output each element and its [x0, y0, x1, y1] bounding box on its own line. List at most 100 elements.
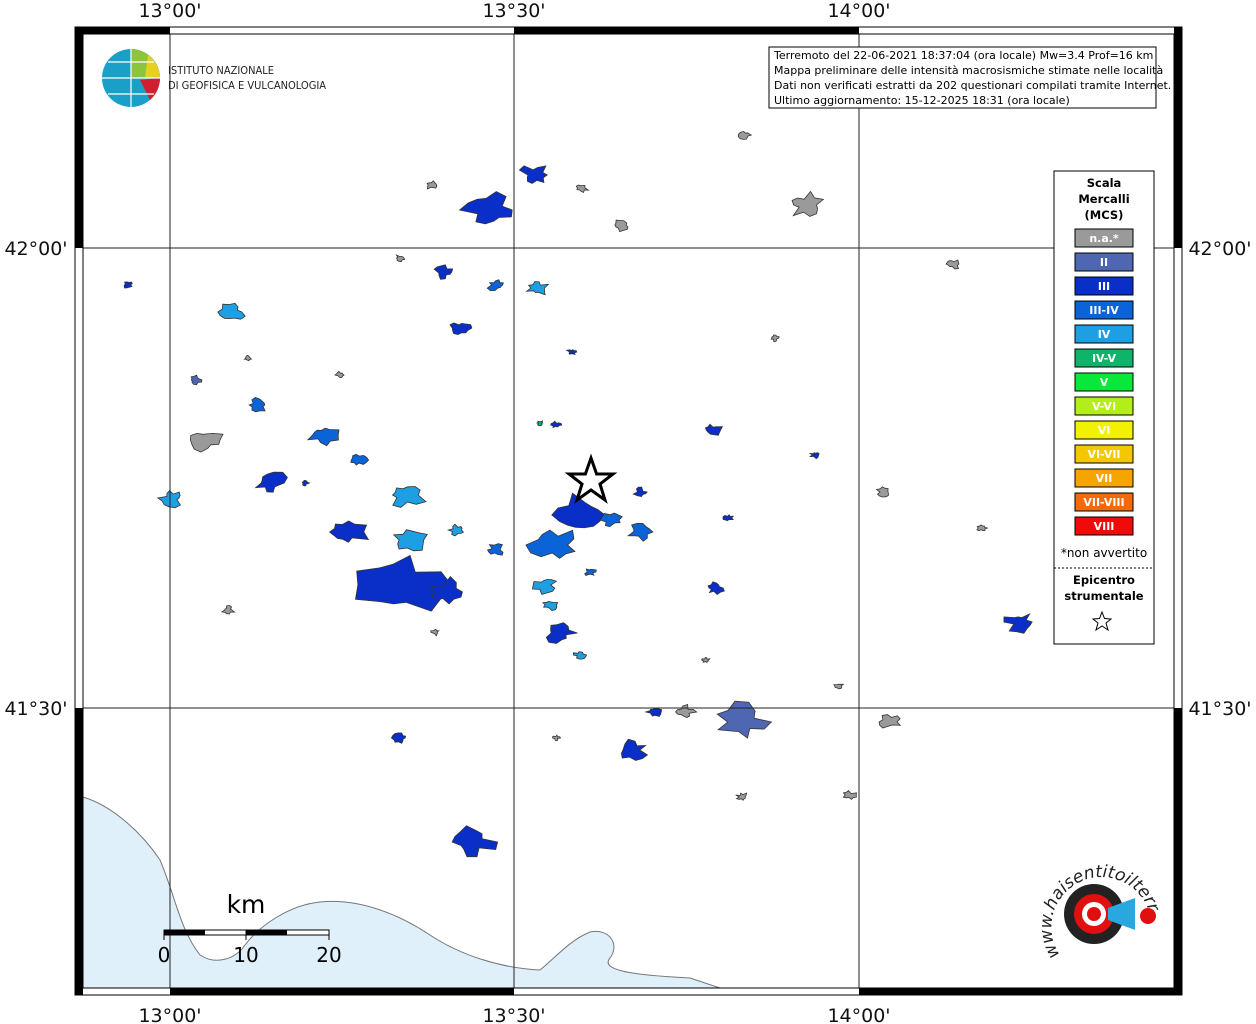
municipality: [426, 180, 438, 190]
legend-swatch: [1074, 468, 1134, 488]
municipality: [217, 302, 246, 320]
municipality: [565, 349, 578, 356]
municipality: [842, 790, 857, 800]
municipality: [550, 420, 563, 429]
lat-label: 41°30': [1188, 698, 1251, 720]
municipality: [584, 568, 597, 576]
municipality: [446, 523, 465, 537]
institute-name: DI GEOFISICA E VULCANOLOGIA: [168, 79, 326, 92]
municipality: [875, 486, 889, 498]
info-line: Ultimo aggiornamento: 15-12-2025 18:31 (…: [774, 94, 1070, 107]
legend-label: III-IV: [1089, 304, 1119, 317]
municipality: [334, 370, 345, 379]
municipality: [704, 423, 724, 436]
legend-swatch: [1074, 300, 1134, 320]
municipality: [190, 374, 203, 386]
municipality: [392, 529, 428, 552]
municipality: [395, 254, 406, 263]
graticule: [83, 34, 1174, 988]
municipality: [1003, 612, 1033, 634]
municipality: [976, 524, 989, 532]
legend-swatch: [1074, 324, 1134, 344]
municipality: [350, 453, 370, 466]
municipality: [301, 479, 311, 487]
municipality: [525, 529, 576, 559]
municipality: [551, 492, 606, 529]
legend-label: II: [1100, 256, 1108, 269]
municipality: [575, 184, 590, 194]
epicenter-label: Epicentro: [1073, 573, 1135, 587]
lat-label: 42°00': [1188, 238, 1251, 260]
municipality: [391, 486, 427, 508]
municipality: [735, 792, 748, 801]
legend-title: Mercalli: [1078, 192, 1129, 206]
info-box: Terremoto del 22-06-2021 18:37:04 (ora l…: [768, 46, 1171, 109]
legend-label: IV: [1098, 328, 1111, 341]
ingv-logo: ISTITUTO NAZIONALE DI GEOFISICA E VULCAN…: [102, 49, 326, 107]
legend-label: V-VI: [1092, 400, 1116, 413]
lat-label: 41°30': [4, 698, 67, 720]
info-line: Terremoto del 22-06-2021 18:37:04 (ora l…: [773, 49, 1153, 62]
legend-swatch: [1074, 372, 1134, 392]
municipality: [486, 279, 504, 292]
municipality: [328, 520, 370, 543]
municipality: [701, 657, 711, 663]
municipality: [429, 575, 463, 605]
municipality: [945, 259, 960, 270]
municipality: [707, 581, 725, 596]
municipality: [737, 131, 753, 140]
lon-label: 13°00': [138, 1005, 201, 1024]
legend-swatch: [1074, 396, 1134, 416]
legend-label: IV-V: [1092, 352, 1117, 365]
legend-label: V: [1100, 376, 1109, 389]
legend-swatch: [1074, 348, 1134, 368]
legend-label: n.a.*: [1089, 232, 1119, 245]
municipality: [189, 432, 224, 453]
legend: Scala Mercalli (MCS) *non avvertito Epic…: [1053, 170, 1155, 645]
municipality: [791, 190, 825, 217]
institute-name: ISTITUTO NAZIONALE: [168, 64, 274, 77]
municipality: [536, 420, 544, 427]
legend-label: VII: [1096, 472, 1113, 485]
municipality: [770, 334, 780, 342]
legend-swatch: [1074, 420, 1134, 440]
scale-label: 20: [316, 943, 341, 967]
scale-bar: km 0 10 20: [158, 890, 342, 967]
legend-note: *non avvertito: [1061, 546, 1147, 560]
municipality: [627, 522, 654, 542]
municipality: [306, 427, 340, 447]
sea: [82, 796, 721, 989]
legend-label: III: [1098, 280, 1110, 293]
municipality: [545, 622, 578, 644]
lon-label: 14°00': [827, 1005, 890, 1024]
legend-title: Scala: [1087, 176, 1122, 190]
municipality: [525, 281, 550, 296]
legend-swatch: [1074, 228, 1134, 248]
scale-unit: km: [227, 890, 266, 919]
legend-label: VII-VIII: [1083, 496, 1124, 509]
municipality: [572, 651, 588, 660]
municipality: [833, 683, 845, 690]
lon-label: 13°00': [138, 0, 201, 22]
municipality: [430, 628, 440, 637]
scale-label: 0: [158, 943, 171, 967]
epicenter-label: strumentale: [1064, 589, 1143, 603]
lon-label: 13°30': [482, 0, 545, 22]
municipality: [156, 490, 181, 509]
frame: [74, 26, 1183, 996]
legend-label: VI: [1098, 424, 1111, 437]
municipality: [243, 354, 253, 362]
info-line: Mappa preliminare delle intensità macros…: [774, 64, 1163, 77]
municipality: [486, 543, 504, 556]
municipality: [722, 514, 735, 522]
epicenter: [564, 453, 618, 504]
municipality: [248, 396, 266, 413]
legend-swatch: [1074, 516, 1134, 536]
municipality: [614, 219, 629, 233]
legend-swatch: [1074, 276, 1134, 296]
municipality: [390, 732, 407, 744]
municipality: [632, 486, 648, 497]
municipality: [620, 738, 649, 761]
